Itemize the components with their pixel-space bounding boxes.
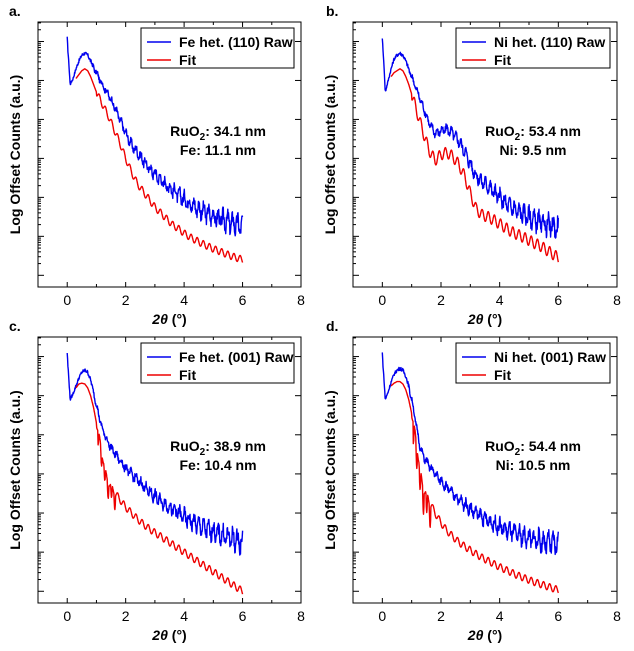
x-tick-label: 4 [496, 608, 504, 624]
y-axis-label: Log Offset Counts (a.u.) [322, 75, 338, 234]
panel-letter: a. [9, 3, 21, 19]
x-tick-label: 6 [239, 608, 247, 624]
legend-label: Fit [179, 367, 196, 383]
thickness-annotation-line1: RuO2: 54.4 nm [485, 438, 581, 458]
fit-series-line [390, 68, 559, 263]
y-axis-label: Log Offset Counts (a.u.) [7, 390, 23, 549]
x-tick-label: 2 [122, 608, 130, 624]
legend-label: Fe het. (001) Raw [179, 349, 293, 365]
x-axis-label: 2θ (°) [467, 311, 502, 327]
raw-series-line [66, 352, 244, 556]
x-tick-label: 6 [554, 608, 562, 624]
x-axis-label: 2θ (°) [151, 311, 186, 327]
annot-prefix: RuO [485, 123, 515, 139]
panel-letter: c. [9, 318, 21, 334]
fit-series-line [390, 380, 559, 594]
legend-box [455, 342, 611, 384]
x-tick-label: 4 [180, 292, 188, 308]
annot-prefix: RuO [170, 123, 200, 139]
x-tick-label: 0 [63, 608, 71, 624]
fit-series-line [75, 382, 244, 595]
plot-frame [352, 336, 618, 604]
x-axis-label: 2θ (°) [151, 627, 186, 643]
plot-area [66, 352, 244, 595]
legend-label: Ni het. (110) Raw [494, 34, 605, 50]
chart-panel-a: a. 0 2 4 6 8 2θ (°) Log Offset Counts (a.u.) Fe … [7, 3, 305, 327]
plot-frame [352, 21, 618, 288]
chart-panel-c: c. 0 2 4 6 8 2θ (°) Log Offset Counts (a.u.) Fe … [7, 318, 305, 643]
x-tick-label: 8 [297, 608, 305, 624]
panel-letter: b. [326, 3, 338, 19]
legend-box [140, 342, 295, 384]
x-tick-label: 0 [378, 292, 386, 308]
x-axis-symbol: 2θ [151, 627, 168, 643]
annot-suffix: : 34.1 nm [205, 123, 266, 139]
annot-suffix: : 38.9 nm [205, 438, 266, 454]
thickness-annotation-line1: RuO2: 38.9 nm [170, 438, 266, 458]
chart-panel-d: d. 0 2 4 6 8 2θ (°) Log Offset Counts (a.u.) Ni … [322, 318, 621, 643]
plot-area [381, 38, 559, 263]
annot-subscript: 2 [200, 132, 206, 143]
thickness-annotation-line2: Fe: 10.4 nm [179, 457, 256, 473]
x-tick-label: 6 [239, 292, 247, 308]
x-axis-unit: (°) [168, 627, 187, 643]
annot-prefix: RuO [485, 438, 515, 454]
plot-area [66, 36, 244, 263]
x-axis-unit: (°) [168, 311, 187, 327]
x-tick-label: 8 [613, 292, 621, 308]
x-tick-label: 4 [496, 292, 504, 308]
raw-series-line [66, 36, 244, 237]
x-tick-label: 2 [437, 292, 445, 308]
raw-series-line [381, 352, 559, 556]
thickness-annotation-line2: Ni: 10.5 nm [496, 457, 571, 473]
legend-label: Ni het. (001) Raw [494, 349, 606, 365]
thickness-annotation-line1: RuO2: 34.1 nm [170, 123, 266, 143]
x-tick-label: 8 [297, 292, 305, 308]
legend-label: Fit [494, 52, 511, 68]
annot-suffix: : 53.4 nm [520, 123, 581, 139]
x-tick-label: 0 [63, 292, 71, 308]
x-axis-label: 2θ (°) [467, 627, 502, 643]
y-axis-label: Log Offset Counts (a.u.) [7, 75, 23, 234]
raw-series-line [381, 38, 559, 239]
x-tick-label: 2 [122, 292, 130, 308]
x-tick-label: 2 [437, 608, 445, 624]
legend-label: Fe het. (110) Raw [179, 34, 293, 50]
x-axis-unit: (°) [483, 311, 502, 327]
x-axis-unit: (°) [483, 627, 502, 643]
legend-box [140, 27, 295, 69]
x-axis-symbol: 2θ [467, 311, 484, 327]
legend-label: Fit [494, 367, 511, 383]
x-tick-label: 0 [378, 608, 386, 624]
annot-subscript: 2 [515, 132, 521, 143]
thickness-annotation-line2: Ni: 9.5 nm [500, 142, 567, 158]
legend-box [455, 27, 611, 69]
plot-frame [37, 336, 302, 604]
x-tick-label: 4 [180, 608, 188, 624]
annot-suffix: : 54.4 nm [520, 438, 581, 454]
annot-subscript: 2 [200, 447, 206, 458]
plot-frame [37, 21, 302, 288]
plot-area [381, 352, 559, 594]
thickness-annotation-line1: RuO2: 53.4 nm [485, 123, 581, 143]
annot-subscript: 2 [515, 447, 521, 458]
fit-series-line [75, 68, 244, 263]
chart-panel-b: b. 0 2 4 6 8 2θ (°) Log Offset Counts (a.u.) Ni … [322, 3, 621, 327]
x-axis-symbol: 2θ [467, 627, 484, 643]
panel-letter: d. [326, 318, 338, 334]
legend-label: Fit [179, 52, 196, 68]
thickness-annotation-line2: Fe: 11.1 nm [180, 142, 256, 158]
x-tick-label: 8 [613, 608, 621, 624]
x-tick-label: 6 [554, 292, 562, 308]
x-axis-symbol: 2θ [151, 311, 168, 327]
y-axis-label: Log Offset Counts (a.u.) [322, 390, 338, 549]
annot-prefix: RuO [170, 438, 200, 454]
